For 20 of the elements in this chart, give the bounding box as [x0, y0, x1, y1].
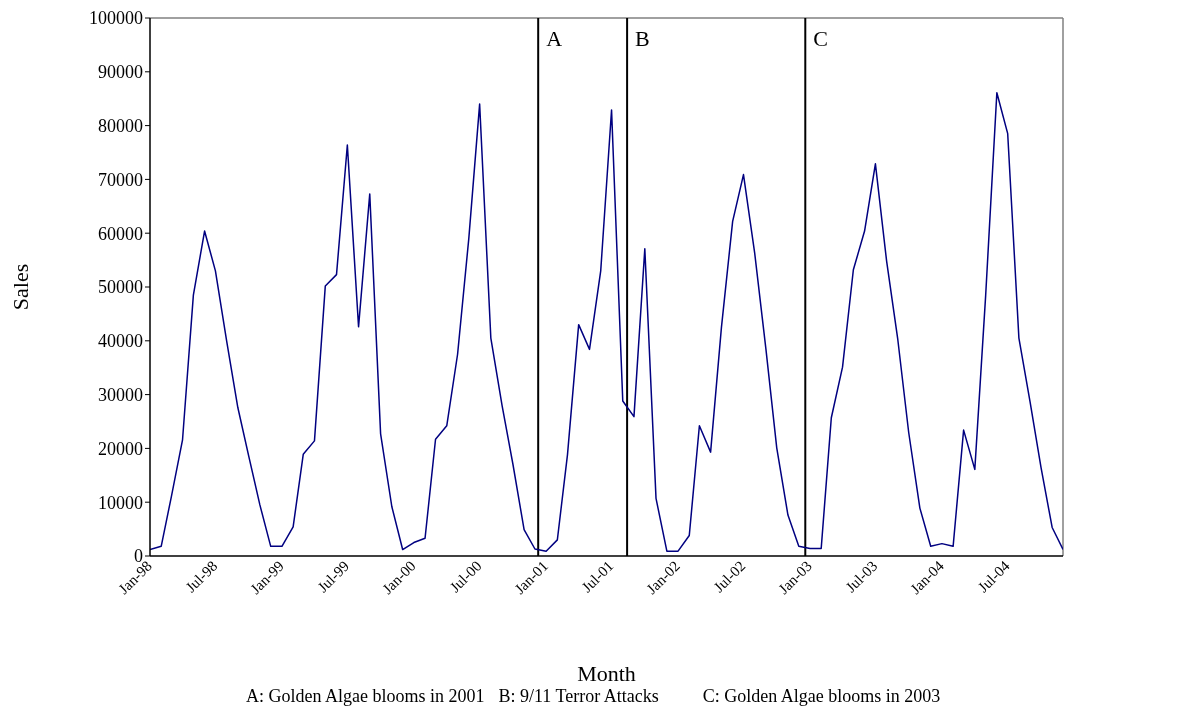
ref-line-label: C: [813, 26, 828, 51]
text: C: Golden Algae blooms in 2003: [702, 686, 941, 707]
y-tick-label: 20000: [98, 438, 143, 459]
y-tick-label: 40000: [98, 331, 143, 352]
y-axis-title: Sales: [7, 263, 33, 311]
x-axis-title: Month: [577, 661, 636, 686]
y-tick-label: 30000: [98, 384, 143, 405]
y-tick-label: 60000: [98, 223, 143, 244]
y-tick-label: 70000: [98, 169, 143, 190]
y-tick-label: 80000: [98, 115, 143, 136]
y-tick-label: 100000: [89, 8, 143, 29]
ref-line-label: A: [546, 26, 563, 51]
y-tick-label: 50000: [98, 277, 143, 298]
line-series: [150, 92, 1063, 552]
text: A: Golden Algae blooms in 2001: [246, 686, 485, 707]
y-tick-label: 10000: [98, 492, 143, 513]
y-tick-label: 90000: [98, 62, 143, 83]
text: B: 9/11 Terror Attacks: [498, 686, 659, 707]
y-tick-label: 0: [134, 546, 143, 567]
ref-line-label: B: [635, 26, 650, 51]
